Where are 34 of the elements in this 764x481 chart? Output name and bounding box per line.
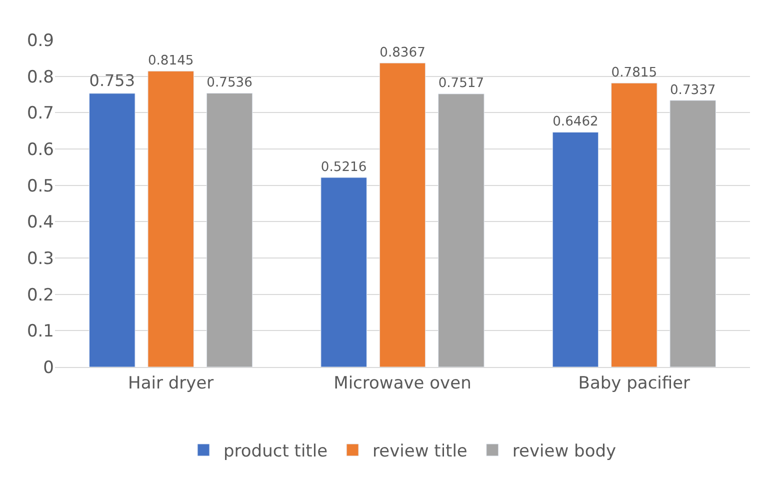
legend-label: review title <box>372 442 468 462</box>
y-tick-label: 0.7 <box>26 104 54 124</box>
data-label: 0.6462 <box>552 114 598 130</box>
y-tick-label: 0.1 <box>26 322 54 342</box>
legend-label: review body <box>512 442 616 462</box>
data-label: 0.7815 <box>611 65 658 80</box>
y-tick-label: 0.5 <box>26 176 54 196</box>
data-label: 0.5216 <box>320 160 367 175</box>
bar <box>379 62 426 367</box>
y-tick-label: 0.9 <box>26 30 54 51</box>
x-tick-label: Microwave oven <box>334 373 472 394</box>
bar <box>148 70 194 367</box>
bar <box>320 177 367 367</box>
data-label: 0.753 <box>89 70 136 90</box>
legend-label: product title <box>224 442 328 462</box>
bar <box>552 132 599 367</box>
data-label: 0.7517 <box>438 76 484 92</box>
data-label: 0.8367 <box>380 45 426 60</box>
bar <box>670 100 716 367</box>
y-tick-label: 0.4 <box>26 212 54 233</box>
x-tick-label: Hair dryer <box>128 373 214 394</box>
data-label: 0.7337 <box>670 82 716 98</box>
bar <box>206 92 253 367</box>
x-tick-label: Baby pacifier <box>578 373 690 394</box>
y-tick-label: 0.8 <box>26 67 54 88</box>
bar <box>89 93 136 367</box>
bar <box>611 82 658 367</box>
y-tick-label: 0.3 <box>26 248 54 269</box>
y-tick-label: 0.2 <box>26 285 54 306</box>
data-label: 0.8145 <box>148 53 194 68</box>
y-tick-label: 0 <box>43 358 54 378</box>
data-label: 0.7536 <box>206 76 252 91</box>
bar <box>438 94 484 367</box>
y-tick-label: 0.6 <box>26 140 54 160</box>
